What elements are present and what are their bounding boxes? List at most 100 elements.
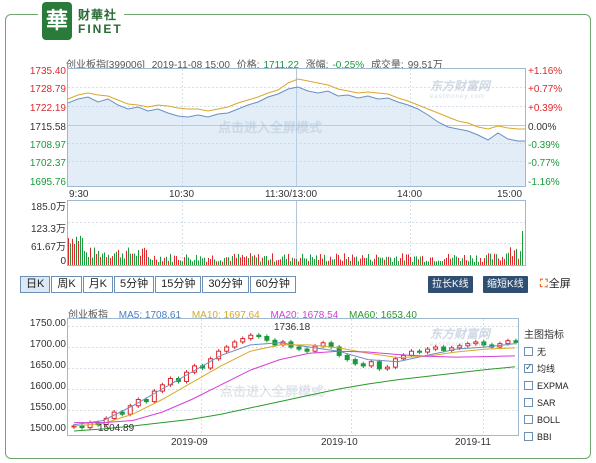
tab-30min[interactable]: 30分钟 bbox=[202, 276, 249, 293]
volume-bar bbox=[338, 254, 339, 265]
checkbox[interactable] bbox=[524, 415, 533, 424]
volume-bar bbox=[458, 257, 459, 265]
indicator-label: SAR bbox=[537, 397, 556, 408]
volume-bar bbox=[242, 254, 243, 265]
volume-bar bbox=[232, 256, 233, 265]
candle bbox=[79, 425, 85, 429]
tab-monthly-k[interactable]: 月K bbox=[82, 276, 114, 293]
tab-weekly-k[interactable]: 周K bbox=[51, 276, 82, 293]
volume-bar bbox=[102, 253, 103, 265]
volume-bar bbox=[124, 258, 125, 265]
brand-text: 东方财富网 bbox=[430, 79, 491, 93]
volume-bar bbox=[356, 256, 357, 265]
candle bbox=[392, 358, 398, 368]
k-date-tick: 2019-10 bbox=[321, 437, 358, 448]
candle bbox=[296, 346, 302, 350]
ma60-value: MA60: 1653.40 bbox=[349, 310, 417, 321]
kline-price-axis: 1750.00 1700.00 1650.00 1600.00 1550.00 … bbox=[2, 316, 66, 436]
volume-bar bbox=[130, 253, 131, 265]
tab-15min[interactable]: 15分钟 bbox=[155, 276, 202, 293]
volume-bar bbox=[228, 257, 229, 265]
volume-bar bbox=[98, 250, 99, 265]
volume-bar bbox=[416, 256, 417, 265]
candle bbox=[376, 361, 382, 370]
volume-bar bbox=[452, 257, 453, 265]
fullscreen-button[interactable]: ⛶全屏 bbox=[540, 276, 571, 293]
candle bbox=[352, 359, 358, 365]
volume-bar bbox=[94, 247, 95, 265]
volume-bar bbox=[402, 253, 403, 265]
volume-bar bbox=[78, 241, 79, 265]
checkbox[interactable] bbox=[524, 362, 533, 373]
candle bbox=[441, 346, 447, 351]
fullscreen-watermark[interactable]: 点击进入全屏模式 bbox=[218, 120, 323, 135]
kline-date-axis: 2019-09 2019-10 2019-11 bbox=[67, 437, 519, 449]
checkbox[interactable] bbox=[524, 398, 533, 407]
volume-bar bbox=[76, 236, 77, 265]
pct-tick: -0.39% bbox=[528, 140, 560, 151]
stretch-kline-button[interactable]: 拉长K线 bbox=[428, 276, 473, 293]
intraday-time-axis: 9:30 10:30 11:30/13:00 14:00 15:00 bbox=[67, 189, 526, 201]
volume-bar bbox=[172, 261, 173, 265]
tab-60min[interactable]: 60分钟 bbox=[249, 276, 296, 293]
volume-bar bbox=[426, 260, 427, 265]
intraday-chart[interactable]: 点击进入全屏模式 东方财富网 eastmoney.com bbox=[67, 68, 526, 187]
candle bbox=[264, 336, 270, 341]
tab-daily-k[interactable]: 日K bbox=[20, 276, 51, 293]
checkbox[interactable] bbox=[524, 381, 533, 390]
volume-bar bbox=[162, 261, 163, 265]
volume-bar bbox=[206, 261, 207, 265]
candle bbox=[312, 345, 318, 352]
finet-logo: 華 财華社 FINET bbox=[38, 0, 124, 44]
indicator-bbi[interactable]: BBI bbox=[524, 428, 590, 445]
volume-chart[interactable] bbox=[67, 200, 526, 266]
volume-bar bbox=[134, 253, 135, 265]
k-price-tick: 1550.00 bbox=[29, 402, 66, 413]
turnover-value: 99.51万 bbox=[407, 60, 443, 71]
tab-5min[interactable]: 5分钟 bbox=[114, 276, 155, 293]
volume-bar bbox=[252, 256, 253, 265]
time-tick: 11:30/13:00 bbox=[265, 189, 318, 200]
kline-fullscreen-watermark[interactable]: 点击进入全屏模式 bbox=[220, 384, 325, 399]
indicator-label: BOLL bbox=[537, 414, 561, 425]
volume-bar bbox=[358, 261, 359, 265]
checkbox[interactable] bbox=[524, 347, 533, 356]
volume-bar bbox=[494, 253, 495, 265]
ma10-value: MA10: 1697.64 bbox=[191, 310, 260, 321]
volume-bar bbox=[474, 261, 475, 265]
volume-bar bbox=[424, 261, 425, 265]
indicator-expma[interactable]: EXPMA bbox=[524, 377, 590, 394]
checkbox[interactable] bbox=[524, 432, 533, 441]
volume-bar bbox=[156, 259, 157, 265]
volume-bar bbox=[522, 231, 523, 265]
candle bbox=[328, 342, 334, 348]
period-tabs: 日K 周K 月K 5分钟 15分钟 30分钟 60分钟 bbox=[20, 276, 297, 293]
volume-bar bbox=[176, 256, 177, 265]
volume-bar bbox=[234, 253, 235, 265]
indicator-boll[interactable]: BOLL bbox=[524, 411, 590, 428]
volume-bar bbox=[148, 257, 149, 265]
kline-low-label: 1504.89 bbox=[98, 423, 135, 434]
volume-bar bbox=[312, 257, 313, 265]
volume-bar bbox=[90, 247, 91, 265]
intraday-price-axis: 1735.40 1728.79 1722.19 1715.58 1708.97 … bbox=[2, 66, 66, 191]
volume-bar bbox=[394, 257, 395, 265]
volume-bar bbox=[214, 259, 215, 265]
volume-bar bbox=[122, 253, 123, 265]
indicator-none[interactable]: 无 bbox=[524, 343, 590, 360]
k-price-tick: 1650.00 bbox=[29, 360, 66, 371]
volume-bar bbox=[376, 254, 377, 265]
volume-bar bbox=[366, 258, 367, 265]
volume-bar bbox=[104, 252, 105, 265]
volume-plot bbox=[68, 201, 525, 265]
volume-bar bbox=[138, 250, 139, 265]
volume-bar bbox=[332, 259, 333, 265]
volume-bar bbox=[308, 260, 309, 265]
indicator-sar[interactable]: SAR bbox=[524, 394, 590, 411]
volume-bar bbox=[126, 250, 127, 265]
volume-bar bbox=[328, 260, 329, 265]
shorten-kline-button[interactable]: 缩短K线 bbox=[483, 276, 528, 293]
kline-chart[interactable]: 点击进入全屏模式 东方财富网 eastmoney.com 1736.18 150… bbox=[67, 318, 519, 436]
volume-bar bbox=[246, 256, 247, 265]
indicator-ma[interactable]: 均线 bbox=[524, 360, 590, 377]
